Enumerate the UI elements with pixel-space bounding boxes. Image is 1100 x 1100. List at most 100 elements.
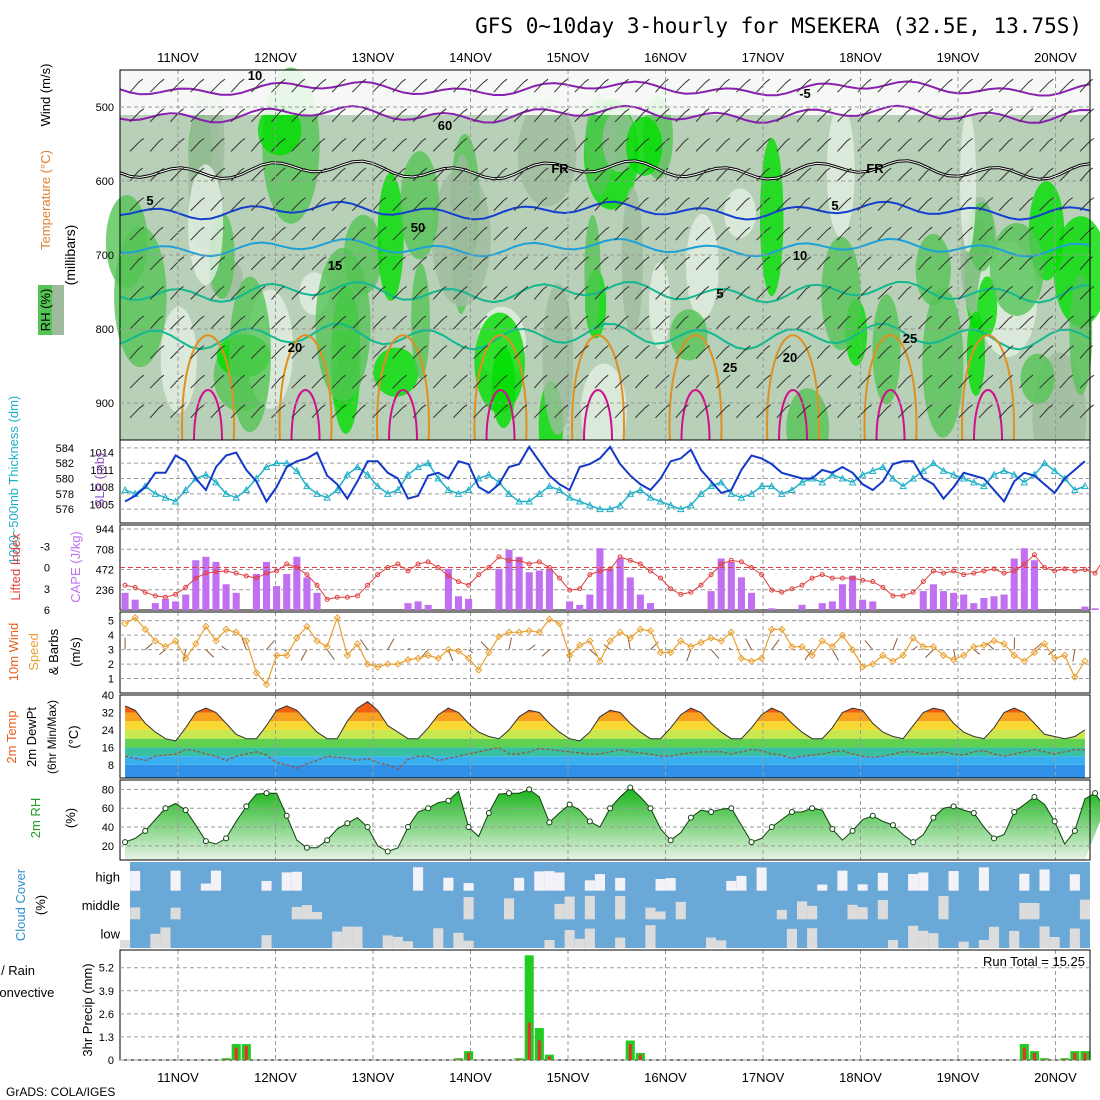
rh-point xyxy=(546,819,553,826)
contour-label: 5 xyxy=(146,193,153,208)
cloud-gap xyxy=(514,877,525,891)
li-point xyxy=(496,554,502,560)
wind-barb xyxy=(453,78,468,93)
wind-barb xyxy=(266,640,275,650)
cloud-gap xyxy=(534,871,545,891)
cape-bar xyxy=(950,592,958,610)
wind-barb xyxy=(816,138,832,152)
wind-barb xyxy=(837,78,852,93)
wind-speed-point xyxy=(646,627,655,635)
wind-barb xyxy=(594,404,610,419)
cloud-gap xyxy=(564,930,575,948)
wind-barb xyxy=(614,167,629,182)
contour-label: 5 xyxy=(831,198,838,213)
wind-speed-point xyxy=(959,651,968,660)
rh-point xyxy=(748,839,755,846)
wind-speed-point xyxy=(727,628,736,636)
wind-barb xyxy=(250,78,266,93)
temp-axis-label-a: 2m Temp xyxy=(4,710,19,763)
wind-barb xyxy=(190,138,205,152)
wind-barb xyxy=(432,345,448,359)
precip-tick: 3.9 xyxy=(99,986,114,998)
wind-barb xyxy=(432,404,448,419)
wind-speed-point xyxy=(717,637,725,645)
wind-barb xyxy=(837,138,851,152)
wind-barb xyxy=(897,256,913,271)
thickness-point xyxy=(666,501,675,509)
wind-barb xyxy=(998,138,1013,152)
wind-barb xyxy=(170,374,184,389)
thickness-tick: 578 xyxy=(56,489,74,501)
wind-barb xyxy=(230,374,246,389)
li-point xyxy=(435,565,441,570)
panel-frame xyxy=(119,611,1091,694)
wind-barb xyxy=(917,374,933,389)
wind-barb xyxy=(372,167,387,182)
panel-frame xyxy=(119,694,1091,779)
wind-barb xyxy=(958,404,973,419)
wind-barb xyxy=(359,639,368,650)
thickness-point xyxy=(525,497,534,505)
rh-tick: 40 xyxy=(102,822,114,834)
wind-barb xyxy=(857,226,872,241)
cape-bar xyxy=(252,573,260,610)
wind-barb xyxy=(1059,404,1074,419)
wind-barb xyxy=(300,649,308,661)
wind-barb xyxy=(230,345,245,359)
wind-barb xyxy=(311,197,326,211)
cape-bar xyxy=(828,601,836,610)
contour-label: 15 xyxy=(328,258,342,273)
wind-barb xyxy=(998,78,1014,93)
cloud-gap xyxy=(978,867,989,891)
rh-shading-blob xyxy=(257,105,302,156)
thickness-point xyxy=(484,470,493,478)
rh-point xyxy=(303,844,310,851)
wind-barb xyxy=(877,197,893,211)
wind-barb xyxy=(695,374,710,389)
wind-speed-point xyxy=(283,651,291,660)
pressure-tick: 600 xyxy=(96,176,114,188)
wind-barb xyxy=(372,345,387,359)
wind-barb xyxy=(978,404,993,419)
contour-label: 10 xyxy=(793,248,807,263)
wind-barb xyxy=(190,404,205,419)
temp-axis-label-c: (6hr Min/Max) xyxy=(45,700,59,774)
cloud-gap xyxy=(796,901,808,920)
wind-barb xyxy=(675,108,690,123)
wind-barb xyxy=(291,197,306,211)
wind-barb xyxy=(392,197,407,211)
li-point xyxy=(799,582,805,588)
rh-point xyxy=(627,784,634,791)
precip-tick: 0 xyxy=(108,1055,114,1067)
wind-barb xyxy=(453,286,468,300)
rh-point xyxy=(425,805,432,812)
li-point xyxy=(769,587,775,593)
thickness-point xyxy=(202,470,210,478)
wind-barb xyxy=(1018,78,1033,93)
cloud-gap xyxy=(857,907,868,920)
cloud-gap xyxy=(402,941,414,948)
cape-bar xyxy=(1000,594,1008,610)
rh-point xyxy=(809,805,816,812)
wind-barb xyxy=(149,197,165,211)
wind-barb xyxy=(594,78,609,93)
cloud-gap xyxy=(311,911,323,920)
wind-barb xyxy=(480,641,490,650)
wind-barb xyxy=(736,286,751,300)
li-point xyxy=(819,572,825,578)
wind-barb xyxy=(655,108,670,123)
wind-barb xyxy=(917,315,933,330)
wind-barb xyxy=(1018,167,1033,182)
li-point xyxy=(243,573,249,579)
wind-barb xyxy=(756,226,771,241)
wind-barb xyxy=(978,138,993,152)
wind-speed-point xyxy=(1040,640,1049,648)
cape-bar xyxy=(818,603,826,610)
wind-barb xyxy=(897,404,912,419)
cloud-gap xyxy=(918,930,929,948)
wind-barb xyxy=(736,404,751,419)
wind-barb xyxy=(554,197,569,211)
wind-speed-point xyxy=(929,643,938,651)
li-point xyxy=(264,570,270,576)
cape-bar xyxy=(222,584,230,610)
